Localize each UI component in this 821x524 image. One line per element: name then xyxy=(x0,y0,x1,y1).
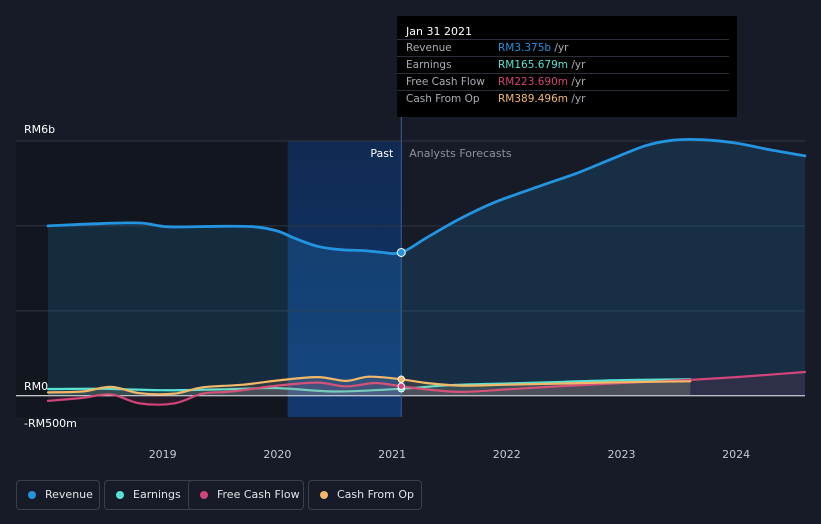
free-cash-flow-dot-icon xyxy=(200,491,208,499)
tooltip-label: Revenue xyxy=(406,42,452,54)
tooltip-date: Jan 31 2021 xyxy=(406,25,472,38)
legend-item-free-cash-flow[interactable]: Free Cash Flow xyxy=(188,480,304,510)
x-tick-label: 2022 xyxy=(493,448,521,461)
cash-from-op-dot-icon xyxy=(320,491,328,499)
selected-point-revenue xyxy=(396,247,406,257)
series-area-revenue xyxy=(48,139,805,396)
legend-label: Free Cash Flow xyxy=(217,488,300,501)
tooltip-row-earnings: Earnings RM165.679m /yr xyxy=(397,56,729,74)
series-line-cash-from-op xyxy=(46,375,692,396)
x-tick-label: 2019 xyxy=(149,448,177,461)
series-area-free-cash-flow xyxy=(48,372,805,405)
tooltip-row-revenue: Revenue RM3.375b /yr xyxy=(397,39,729,57)
tooltip-unit: /yr xyxy=(568,93,586,105)
legend-item-cash-from-op[interactable]: Cash From Op xyxy=(308,480,422,510)
series-area-cash-from-op xyxy=(48,376,691,396)
chart-plot: RM6b RM0 -RM500m 2019 2020 2021 2022 2023 2024 Pa… xyxy=(16,117,807,461)
selected-point-cash-from-op xyxy=(397,375,405,383)
past-label: Past xyxy=(370,147,394,160)
legend-item-earnings[interactable]: Earnings xyxy=(104,480,200,510)
tooltip-row-cash-from-op: Cash From Op RM389.496m /yr xyxy=(397,90,729,108)
tooltip-value: RM389.496m xyxy=(498,93,569,105)
tooltip-value: RM3.375b xyxy=(498,42,552,54)
legend-label: Earnings xyxy=(133,488,181,501)
tooltip-label: Earnings xyxy=(406,59,452,71)
y-tick-label: RM6b xyxy=(24,123,55,136)
forecast-label: Analysts Forecasts xyxy=(409,147,512,160)
earnings-dot-icon xyxy=(116,491,124,499)
legend-label: Revenue xyxy=(45,488,93,501)
selected-point-free-cash-flow xyxy=(397,382,405,390)
y-tick-label: RM0 xyxy=(24,380,48,393)
legend-label: Cash From Op xyxy=(337,488,415,501)
tooltip-label: Free Cash Flow xyxy=(406,76,485,88)
tooltip: Jan 31 2021 Revenue RM3.375b /yr Earning… xyxy=(397,16,737,117)
x-tick-label: 2024 xyxy=(722,448,750,461)
history-region xyxy=(16,141,288,417)
tooltip-value: RM223.690m xyxy=(498,76,569,88)
past-highlight-band xyxy=(287,141,402,417)
tooltip-value: RM165.679m xyxy=(498,59,569,71)
legend-item-revenue[interactable]: Revenue xyxy=(16,480,100,510)
y-tick-label: -RM500m xyxy=(24,417,77,430)
x-tick-label: 2020 xyxy=(263,448,291,461)
tooltip-unit: /yr xyxy=(568,76,586,88)
revenue-dot-icon xyxy=(28,491,36,499)
tooltip-unit: /yr xyxy=(568,59,586,71)
tooltip-row-free-cash-flow: Free Cash Flow RM223.690m /yr xyxy=(397,73,729,91)
x-tick-label: 2023 xyxy=(607,448,635,461)
x-tick-label: 2021 xyxy=(378,448,406,461)
series-line-earnings xyxy=(46,378,692,393)
tooltip-unit: /yr xyxy=(551,42,569,54)
tooltip-label: Cash From Op xyxy=(406,93,480,105)
